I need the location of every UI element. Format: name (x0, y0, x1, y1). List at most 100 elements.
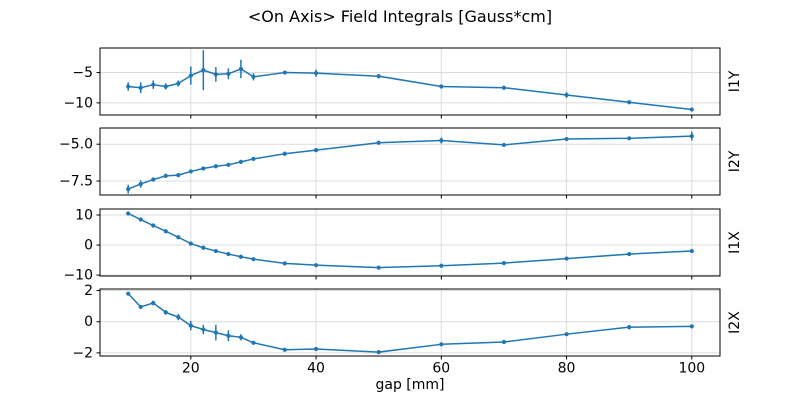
data-point-I2X (226, 333, 231, 338)
data-point-I1Y (313, 71, 319, 76)
data-point-I1X (138, 217, 143, 222)
data-point-I2Y (251, 156, 256, 162)
data-point-I2X (689, 324, 694, 329)
data-point-I1X (238, 254, 244, 259)
subplot-border-I1X (99, 208, 721, 277)
data-point-I1Y (201, 68, 206, 73)
data-point-I1Y (627, 100, 632, 105)
subplot-border-I1Y (99, 47, 721, 116)
data-line-I1Y (127, 68, 693, 111)
data-point-I2X (501, 339, 507, 345)
axis-label-I2X: I2X (727, 311, 743, 334)
data-point-I1Y (439, 84, 444, 89)
data-point-I1Y (151, 82, 156, 87)
data-point-I2X (313, 346, 319, 352)
data-point-I1X (201, 245, 206, 250)
data-point-I2Y (501, 142, 507, 148)
data-point-I2Y (151, 177, 156, 182)
subplot-border-I2X (99, 288, 721, 357)
data-point-I1X (126, 211, 131, 216)
data-point-I1X (564, 256, 569, 261)
data-point-I2X (627, 325, 632, 330)
data-point-I2X (151, 300, 156, 306)
x-tick-label: 100 (678, 361, 705, 377)
y-tick-label: −5.0 (59, 137, 93, 153)
data-point-I1Y (282, 70, 287, 75)
axis-label-I1X: I1X (727, 231, 743, 254)
y-tick-label: 10 (75, 208, 93, 224)
axis-label-I1Y: I1Y (727, 70, 743, 92)
data-point-I1X (176, 235, 181, 240)
data-point-I1X (689, 248, 694, 254)
data-line-I1X (127, 212, 693, 269)
y-tick-label: −10 (63, 95, 93, 111)
data-point-I2Y (313, 147, 319, 153)
y-tick-label: −5 (72, 65, 93, 81)
data-point-I2X (163, 310, 168, 315)
y-tick-label: 2 (84, 283, 93, 299)
axis-label-I2Y: I2Y (727, 150, 743, 172)
y-tick-label: −10 (63, 268, 93, 284)
data-point-I2X (439, 342, 444, 347)
data-point-I1X (376, 265, 381, 270)
data-point-I2X (188, 323, 193, 328)
data-point-I1Y (163, 84, 168, 89)
data-point-I1Y (689, 107, 694, 112)
data-point-I2Y (213, 164, 218, 169)
data-point-I1X (151, 223, 156, 228)
data-point-I1Y (176, 81, 181, 86)
data-point-I2Y (689, 133, 694, 139)
data-point-I2X (126, 291, 131, 296)
data-point-I2Y (627, 136, 632, 141)
x-tick-label: 20 (182, 361, 200, 377)
data-point-I2X (251, 340, 256, 345)
data-point-I2Y (376, 140, 381, 145)
x-axis-label: gap [mm] (375, 377, 445, 393)
data-point-I1X (313, 263, 319, 268)
data-point-I2Y (226, 162, 231, 167)
x-tick-label: 80 (558, 361, 576, 377)
data-point-I2Y (188, 169, 193, 174)
data-point-I1Y (226, 71, 231, 76)
data-point-I2Y (126, 187, 131, 192)
y-tick-label: −7.5 (59, 174, 93, 190)
data-point-I2Y (163, 173, 168, 178)
data-point-I1X (163, 229, 168, 234)
data-point-I2X (376, 350, 381, 355)
data-point-I1Y (564, 92, 569, 98)
y-tick-label: 0 (84, 238, 93, 254)
data-line-I2X (127, 292, 693, 353)
data-point-I1Y (138, 85, 143, 90)
data-point-I2Y (138, 181, 143, 187)
data-point-I1Y (501, 85, 507, 90)
data-point-I1X (213, 248, 218, 254)
data-point-I2X (282, 347, 287, 352)
data-point-I1X (251, 257, 256, 262)
y-tick-label: −2 (72, 345, 93, 361)
x-tick-label: 60 (432, 361, 450, 377)
data-point-I2X (201, 327, 206, 332)
data-point-I1Y (213, 72, 218, 77)
data-point-I2X (213, 330, 218, 335)
data-point-I2X (238, 335, 244, 340)
data-point-I1Y (376, 74, 381, 79)
data-point-I1X (188, 241, 193, 246)
data-point-I2Y (238, 159, 244, 164)
figure-title: <On Axis> Field Integrals [Gauss*cm] (247, 7, 553, 26)
data-point-I2X (564, 332, 569, 337)
data-point-I2Y (201, 166, 206, 171)
data-point-I1X (282, 261, 287, 266)
data-point-I2Y (439, 138, 444, 143)
data-point-I1Y (238, 66, 244, 72)
data-point-I1X (439, 263, 444, 268)
data-point-I2Y (176, 173, 181, 178)
data-point-I2X (138, 304, 143, 310)
y-tick-label: 0 (84, 314, 93, 330)
data-point-I1Y (188, 73, 193, 78)
data-point-I1Y (126, 84, 131, 89)
x-tick-label: 40 (307, 361, 325, 377)
subplot-border-I2Y (99, 127, 721, 196)
data-point-I2Y (564, 136, 569, 142)
